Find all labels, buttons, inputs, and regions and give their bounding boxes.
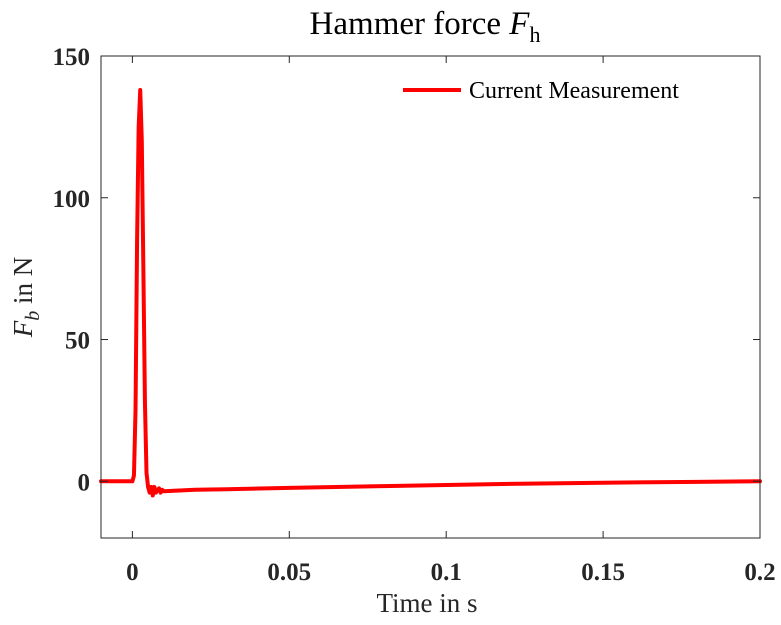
chart-title: Hammer force Fh (310, 6, 541, 47)
y-tick-label-3: 150 (53, 44, 91, 71)
x-axis: 0 0.05 0.1 0.15 0.2 (126, 56, 776, 586)
y-axis-label-text: in N (8, 257, 38, 311)
x-tick-label-4: 0.2 (744, 559, 775, 586)
x-tick-label-0: 0 (126, 559, 139, 586)
axes-frame (100, 55, 761, 539)
legend-label-current-measurement: Current Measurement (469, 78, 679, 104)
y-tick-label-0: 0 (78, 469, 91, 496)
x-tick-label-3: 0.15 (581, 559, 625, 586)
chart-title-text: Hammer force (310, 6, 510, 42)
x-tick-label-2: 0.1 (431, 559, 462, 586)
y-tick-label-1: 50 (65, 328, 90, 355)
y-axis-label: Fb in N (8, 257, 44, 339)
x-tick-label-1: 0.05 (267, 559, 311, 586)
y-tick-label-2: 100 (53, 186, 91, 213)
chart-title-math-sub: h (529, 22, 540, 47)
x-axis-label: Time in s (376, 588, 477, 618)
plot-area (101, 56, 760, 538)
y-axis-label-math-sub: b (22, 311, 44, 321)
series-line-current-measurement (99, 88, 762, 498)
legend: Current Measurement (403, 78, 679, 104)
y-axis-label-math-var: F (8, 320, 38, 338)
y-axis: 0 50 100 150 (53, 44, 760, 496)
chart-title-math-var: F (508, 6, 530, 42)
